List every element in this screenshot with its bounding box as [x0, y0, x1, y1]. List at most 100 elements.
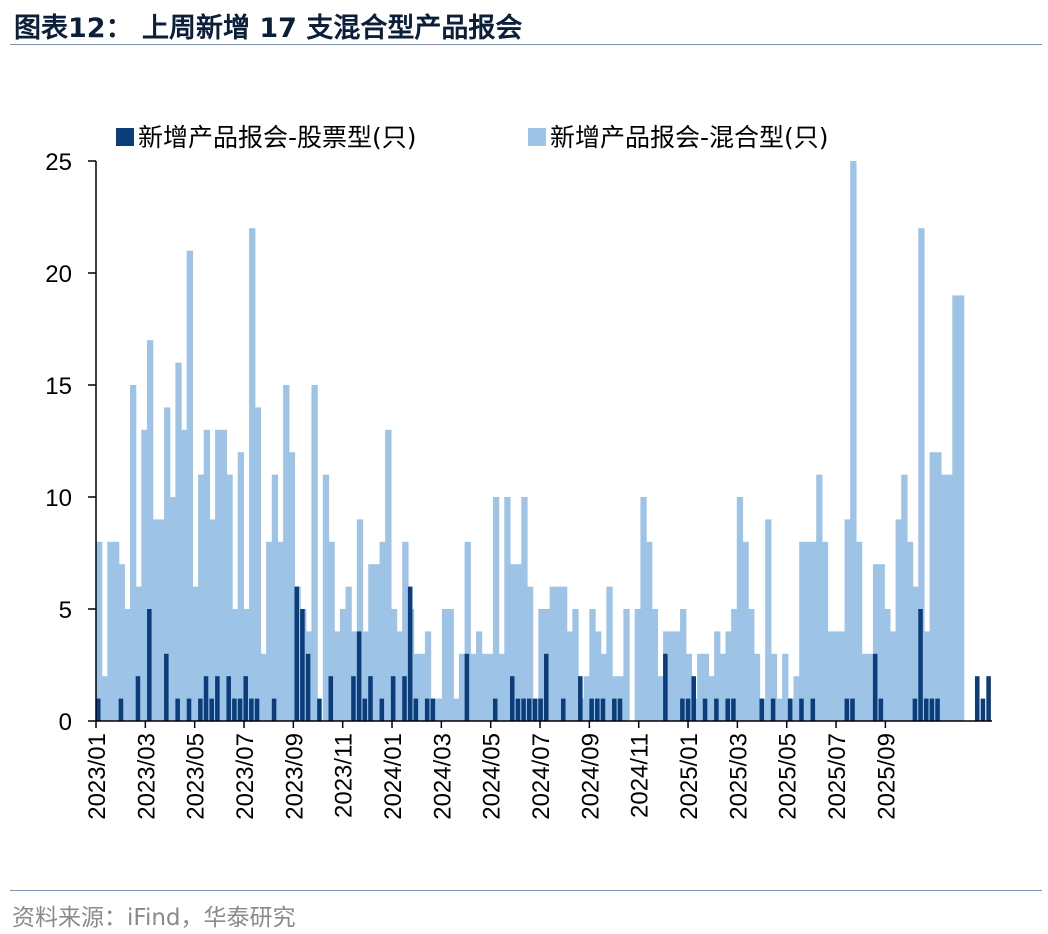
mixed-bar	[498, 653, 505, 721]
mixed-bar	[680, 609, 687, 721]
mixed-bar	[266, 541, 273, 721]
mixed-bar	[362, 631, 369, 721]
mixed-bar	[844, 519, 851, 721]
x-tick-label: 2025/07	[824, 733, 851, 820]
mixed-bar	[861, 653, 868, 721]
mixed-bar	[158, 519, 165, 721]
stock-bar	[714, 698, 719, 721]
stock-bar	[390, 676, 396, 721]
stock-bar	[685, 698, 691, 721]
mixed-bar	[475, 631, 483, 721]
stock-bar	[923, 698, 929, 721]
mixed-bar	[600, 653, 607, 721]
mixed-bar	[549, 586, 556, 721]
mixed-bar	[101, 676, 108, 721]
y-tick-label: 0	[59, 709, 72, 736]
stock-bar	[300, 609, 305, 721]
mixed-bar	[821, 541, 829, 721]
stock-bar	[974, 676, 980, 721]
mixed-bar	[838, 631, 846, 721]
mixed-bar	[946, 474, 953, 721]
mixed-bar	[929, 452, 936, 721]
figure-title: 图表12： 上周新增 17 支混合型产品报会	[14, 13, 523, 44]
mixed-bar	[521, 497, 528, 721]
mixed-bar	[515, 564, 522, 721]
stock-bar	[226, 676, 231, 721]
mixed-bar	[884, 609, 891, 721]
x-tick-label: 2023/11	[331, 733, 358, 818]
mixed-bar	[215, 429, 222, 721]
stock-bar	[844, 698, 850, 721]
stock-bar	[328, 676, 334, 721]
stock-bar	[872, 653, 878, 721]
mixed-bar	[390, 609, 398, 721]
mixed-bar	[572, 609, 579, 721]
legend-swatch	[116, 128, 134, 146]
mixed-bar	[816, 474, 823, 721]
mixed-bar	[260, 653, 267, 721]
mixed-bar	[940, 474, 948, 721]
x-tick-label: 2023/03	[133, 733, 160, 820]
axes: 0 5 10 15 20 25 2023/01 2023/03 2023/05 2023/07 20…	[45, 149, 992, 820]
mixed-bar	[113, 541, 120, 721]
stock-bar	[578, 676, 583, 721]
mixed-bar	[714, 631, 721, 721]
stock-bar	[237, 698, 243, 721]
mixed-bar	[413, 653, 420, 721]
stock-bar	[980, 698, 986, 721]
stock-bar	[691, 676, 696, 721]
mixed-bar	[141, 429, 148, 721]
mixed-bar	[770, 653, 778, 721]
stock-bar	[663, 653, 668, 721]
mixed-bar	[895, 519, 902, 721]
mixed-bar	[918, 228, 925, 721]
mixed-bar	[368, 564, 375, 721]
mixed-bar	[589, 609, 596, 721]
mixed-bar	[827, 631, 834, 721]
source-note: 资料来源：iFind，华泰研究	[12, 905, 296, 931]
mixed-bar	[833, 631, 840, 721]
stock-bar	[351, 676, 356, 721]
stock-bar	[198, 698, 203, 721]
mixed-bar	[935, 452, 942, 721]
mixed-bar	[776, 698, 783, 721]
stock-bar	[413, 698, 419, 721]
x-tick-label: 2023/01	[84, 733, 111, 820]
stock-bar	[850, 698, 855, 721]
mixed-bar	[254, 407, 262, 721]
y-tick-label: 10	[45, 485, 72, 512]
y-tick-label: 5	[59, 597, 72, 624]
stock-bar	[986, 676, 991, 721]
top-rule	[10, 44, 1042, 45]
mixed-bar	[952, 295, 959, 721]
mixed-bar	[867, 653, 874, 721]
mixed-bar	[464, 541, 471, 721]
stock-bar	[294, 586, 300, 721]
mixed-bar	[799, 541, 806, 721]
mixed-bar	[232, 609, 239, 721]
mixed-bar	[124, 609, 131, 721]
stock-bar	[407, 586, 413, 721]
bottom-rule	[10, 890, 1042, 891]
mixed-bar	[702, 653, 710, 721]
mixed-bar	[447, 609, 454, 721]
stock-bar	[430, 698, 436, 721]
mixed-bar	[583, 676, 590, 721]
stock-bar	[515, 698, 521, 721]
mixed-bar	[237, 452, 245, 721]
stock-bar	[464, 653, 470, 721]
legend-label: 新增产品报会-混合型(只)	[550, 123, 829, 152]
mixed-bar	[697, 653, 704, 721]
mixed-bar	[566, 631, 573, 721]
stock-bar	[935, 698, 940, 721]
stock-bar	[254, 698, 260, 721]
stock-bar	[118, 698, 124, 721]
stock-bar	[356, 631, 362, 721]
stock-bar	[589, 698, 594, 721]
mixed-bar	[328, 541, 335, 721]
mixed-bar	[674, 631, 681, 721]
mixed-bar	[152, 519, 159, 721]
stock-bar	[600, 698, 606, 721]
mixed-bar	[742, 541, 749, 721]
x-tick-label: 2023/09	[281, 733, 308, 820]
